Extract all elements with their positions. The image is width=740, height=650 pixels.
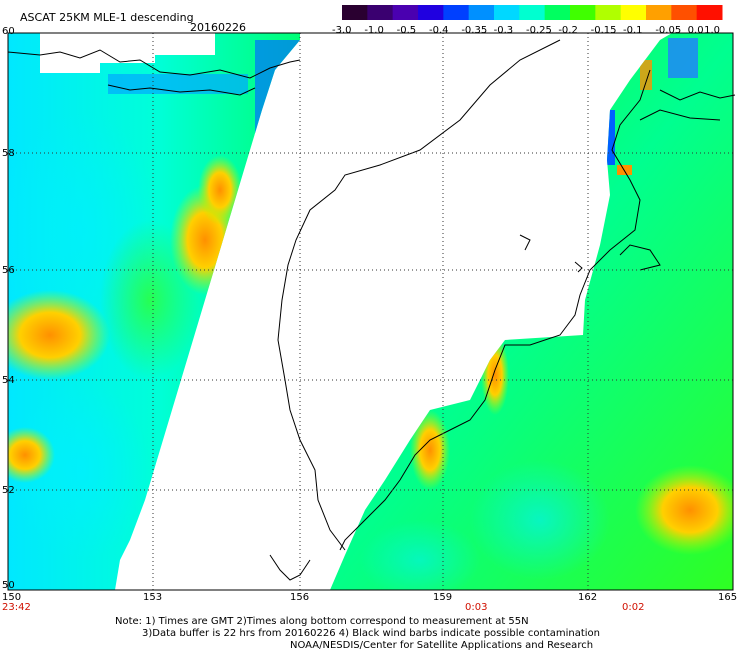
- colorbar-swatch: [494, 5, 520, 20]
- lat-label-56: 56: [2, 265, 15, 276]
- colorbar-label: -0.4: [429, 25, 449, 36]
- colorbar-label: -0.15: [591, 25, 617, 36]
- colorbar-swatch: [595, 5, 622, 20]
- lon-label-153: 153: [143, 592, 163, 603]
- colorbar-swatch: [544, 5, 571, 20]
- map-title: ASCAT 25KM MLE-1 descending: [20, 11, 194, 24]
- west-swath: [8, 33, 300, 590]
- colorbar-swatch: [418, 5, 444, 20]
- lon-label-159: 159: [433, 592, 453, 603]
- colorbar-label: -0.35: [461, 25, 487, 36]
- colorbar-swatch: [443, 5, 470, 20]
- time-label-mid: 0:03: [465, 602, 488, 613]
- lat-label-58: 58: [2, 148, 15, 159]
- map-frame: [7, 32, 734, 591]
- colorbar-label: -0.5: [397, 25, 417, 36]
- colorbar-label: -0.05: [655, 25, 681, 36]
- lon-label-162: 162: [578, 592, 598, 603]
- colorbar-label: -0.1: [623, 25, 643, 36]
- colorbar-label: -0.3: [494, 25, 514, 36]
- lon-label-156: 156: [290, 592, 310, 603]
- note-line-2: 3)Data buffer is 22 hrs from 20160226 4)…: [142, 628, 600, 639]
- east-swath: [330, 33, 733, 590]
- colorbar-swatch: [620, 5, 647, 20]
- colorbar-label: -0.2: [558, 25, 578, 36]
- colorbar-swatch: [342, 5, 368, 20]
- colorbar-swatch: [671, 5, 698, 20]
- lat-label-60: 60: [2, 26, 15, 37]
- colorbar-swatch: [570, 5, 596, 20]
- graticule: [8, 33, 733, 590]
- lat-label-54: 54: [2, 375, 15, 386]
- colorbar-swatch: [392, 5, 419, 20]
- colorbar-label: -0.25: [526, 25, 552, 36]
- colorbar-swatch: [367, 5, 394, 20]
- colorbar: -3.0 -1.0 -0.5 -0.4 -0.35 -0.3 -0.25 -0.2 -0.15-…: [332, 5, 723, 36]
- lat-label-50: 50: [2, 580, 15, 591]
- lon-label-150: 150: [2, 592, 22, 603]
- colorbar-label: -1.0: [364, 25, 384, 36]
- lat-label-52: 52: [2, 485, 15, 496]
- colorbar-swatch: [696, 5, 723, 20]
- time-label-left: 23:42: [2, 602, 31, 613]
- colorbar-swatch: [646, 5, 672, 20]
- note-line-3: NOAA/NESDIS/Center for Satellite Applica…: [290, 640, 594, 650]
- colorbar-label: 1.0: [704, 25, 720, 36]
- colorbar-swatch: [519, 5, 546, 20]
- map-date: 20160226: [190, 21, 246, 34]
- colorbar-label: -3.0: [332, 25, 352, 36]
- colorbar-label: 0.0: [688, 25, 704, 36]
- colorbar-swatch: [468, 5, 495, 20]
- lon-label-165: 165: [718, 592, 738, 603]
- time-label-right: 0:02: [622, 602, 645, 613]
- coastlines: [7, 39, 736, 581]
- note-line-1: Note: 1) Times are GMT 2)Times along bot…: [115, 616, 529, 627]
